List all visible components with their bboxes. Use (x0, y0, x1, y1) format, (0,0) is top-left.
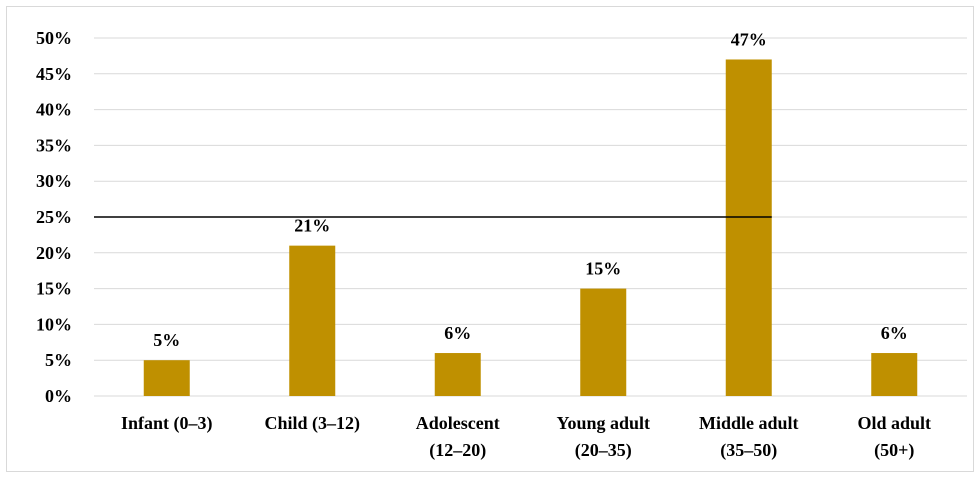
bar (434, 353, 481, 396)
data-label: 15% (585, 259, 621, 279)
y-tick-label: 45% (36, 64, 72, 84)
x-tick-label: (20–35) (575, 440, 632, 461)
x-tick-label: Middle adult (699, 413, 799, 433)
bar (871, 353, 918, 396)
bar (725, 59, 772, 396)
y-tick-label: 0% (45, 386, 72, 406)
y-tick-label: 25% (36, 207, 72, 227)
x-tick-label: (35–50) (720, 440, 777, 461)
x-tick-label: Old adult (857, 413, 931, 433)
data-label: 5% (153, 330, 180, 350)
data-label: 47% (731, 29, 767, 49)
y-tick-label: 5% (45, 350, 72, 370)
bar (580, 288, 627, 396)
x-tick-label: Child (3–12) (264, 413, 360, 434)
x-tick-label: (50+) (874, 440, 914, 461)
y-tick-label: 35% (36, 135, 72, 155)
data-label: 21% (294, 216, 330, 236)
data-label: 6% (444, 323, 471, 343)
y-tick-label: 10% (36, 314, 72, 334)
y-tick-label: 30% (36, 171, 72, 191)
x-tick-label: Infant (0–3) (121, 413, 213, 434)
y-tick-label: 15% (36, 279, 72, 299)
y-tick-label: 40% (36, 100, 72, 120)
x-tick-label: Young adult (556, 413, 650, 433)
y-tick-label: 20% (36, 243, 72, 263)
bar (143, 360, 190, 396)
data-label: 6% (881, 323, 908, 343)
x-tick-label: Adolescent (416, 413, 500, 433)
bar (289, 245, 336, 396)
x-tick-label: (12–20) (429, 440, 486, 461)
y-tick-label: 50% (36, 28, 72, 48)
